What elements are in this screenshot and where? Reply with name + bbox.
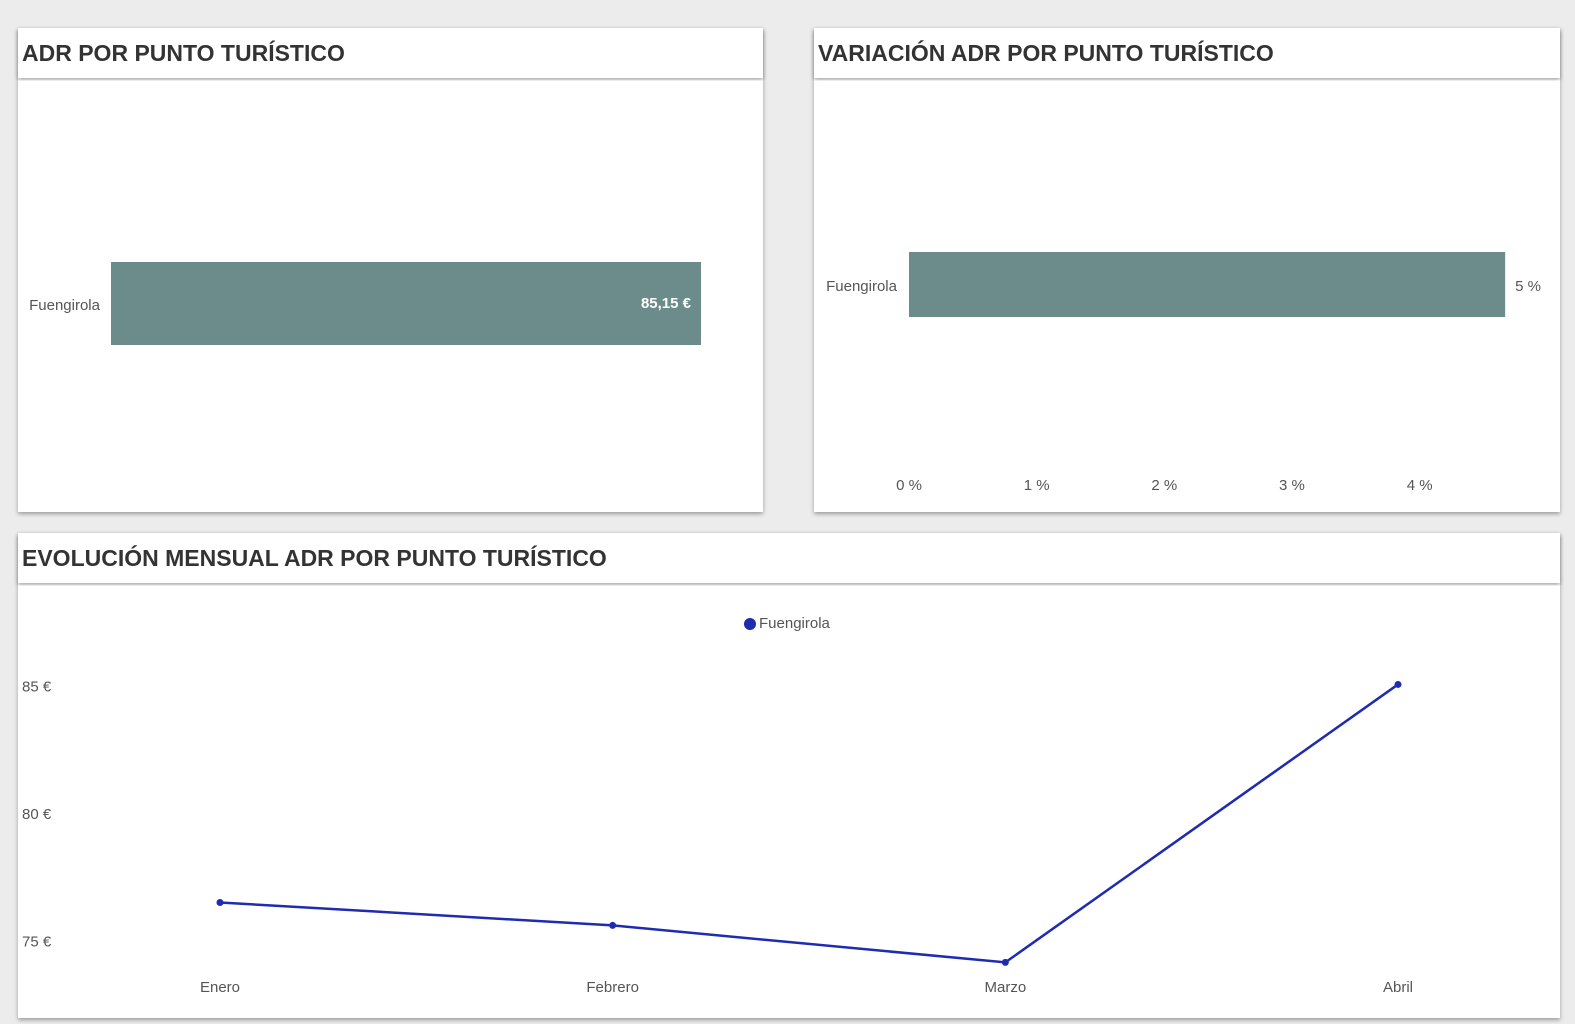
panel-title: EVOLUCIÓN MENSUAL ADR POR PUNTO TURÍSTIC… <box>22 544 607 571</box>
panel-header <box>18 533 1560 583</box>
category-label: Fuengirola <box>29 297 101 314</box>
x-tick-label: 0 % <box>896 477 922 494</box>
legend-label: Fuengirola <box>759 615 831 632</box>
point <box>216 898 224 906</box>
panel-header <box>18 28 763 78</box>
value-label: 5 % <box>1515 278 1541 295</box>
legend-marker <box>744 618 756 630</box>
category-label: Fuengirola <box>826 278 898 295</box>
panel-title: VARIACIÓN ADR POR PUNTO TURÍSTICO <box>818 39 1274 66</box>
x-tick-label: Enero <box>200 979 240 996</box>
panel-header <box>814 28 1560 78</box>
bar <box>111 262 701 345</box>
x-tick-label: Febrero <box>586 979 639 996</box>
series-line <box>219 683 1399 964</box>
panel-title: ADR POR PUNTO TURÍSTICO <box>22 39 345 66</box>
y-tick-label: 80 € <box>22 806 52 823</box>
x-tick-label: 2 % <box>1151 477 1177 494</box>
panel <box>18 533 1560 1018</box>
x-tick-label: Marzo <box>984 979 1026 996</box>
y-tick-label: 75 € <box>22 933 52 950</box>
x-tick-label: 4 % <box>1407 477 1433 494</box>
y-tick-label: 85 € <box>22 678 52 695</box>
x-tick-label: 3 % <box>1279 477 1305 494</box>
point <box>609 921 617 929</box>
point <box>1394 680 1402 688</box>
point <box>1001 958 1009 966</box>
value-label: 85,15 € <box>641 295 692 312</box>
bar <box>909 252 1506 317</box>
x-tick-label: Abril <box>1383 979 1413 996</box>
x-tick-label: 1 % <box>1024 477 1050 494</box>
